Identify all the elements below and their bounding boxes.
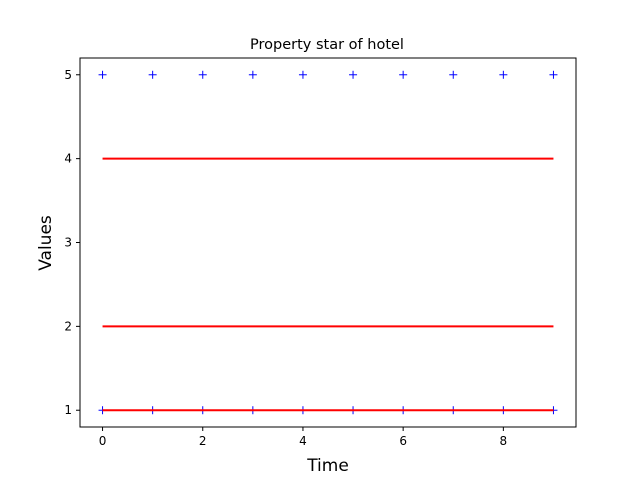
x-tick-label: 4 [299,434,307,448]
data-point-plus [449,70,458,79]
data-point-plus [499,70,508,79]
data-point-plus [349,70,358,79]
y-tick-label: 2 [64,319,72,333]
y-tick-label: 4 [64,152,72,166]
x-tick-label: 2 [199,434,207,448]
chart-title: Property star of hotel [250,37,404,53]
x-tick-label: 8 [500,434,508,448]
x-axis: 0 2 4 6 8 [99,427,507,448]
x-tick-label: 6 [399,434,407,448]
series-layer [98,70,558,415]
x-tick-label: 0 [99,434,107,448]
data-point-plus [298,70,307,79]
y-tick-label: 5 [64,68,72,82]
data-point-plus [148,70,157,79]
data-point-plus [399,70,408,79]
plot-area-frame [79,57,577,428]
y-axis-label: Values [36,215,56,271]
data-point-plus [248,70,257,79]
y-tick-label: 3 [64,236,72,250]
data-point-plus [198,70,207,79]
y-axis: 1 2 3 4 5 [64,68,80,417]
x-axis-label: Time [306,456,349,476]
y-tick-label: 1 [64,403,72,417]
data-point-plus [98,70,107,79]
data-point-plus [549,70,558,79]
